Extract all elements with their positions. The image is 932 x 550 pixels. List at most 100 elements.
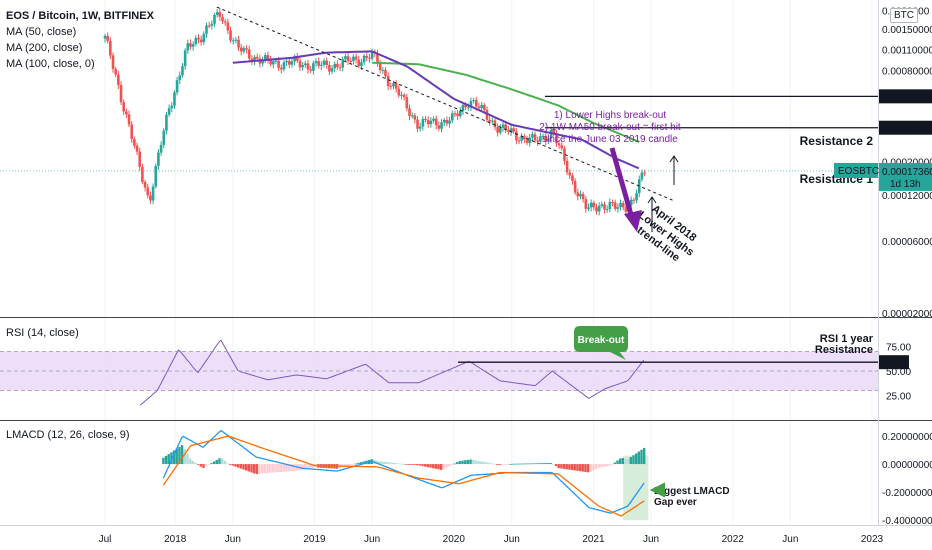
candle-body: [234, 39, 238, 41]
currency-button[interactable]: BTC: [890, 8, 918, 23]
macd-hist-bar: [207, 464, 210, 465]
green-arrow: [649, 482, 665, 498]
indicator-ma100[interactable]: MA (100, close, 0): [6, 58, 95, 70]
candle-body: [629, 199, 633, 206]
candle-body: [149, 195, 152, 201]
macd-hist-bar: [634, 453, 638, 465]
candle-body: [365, 55, 369, 58]
candle-body: [565, 160, 569, 173]
candle-body: [568, 172, 572, 176]
macd-hist-bar: [549, 462, 552, 465]
macd-hist-bar: [186, 453, 189, 465]
macd-hist-bar: [210, 463, 213, 465]
rsi-pane-label[interactable]: RSI (14, close): [6, 327, 79, 339]
candle-body: [520, 136, 523, 141]
macd-hist-bar: [287, 464, 291, 472]
macd-hist-bar: [570, 464, 574, 471]
breakout-badge: [574, 326, 628, 352]
macd-hist-bar: [536, 463, 539, 465]
candle-body: [597, 205, 601, 212]
macd-hist-bar: [410, 464, 413, 465]
macd-hist-bar: [560, 464, 563, 469]
macd-hist-bar: [354, 463, 357, 465]
time-tick-label: Jun: [643, 534, 659, 545]
candle-body: [370, 51, 374, 59]
lmacd-pane-label[interactable]: LMACD (12, 26, close, 9): [6, 429, 130, 441]
candle-body: [611, 202, 614, 204]
rsi-band: [0, 351, 878, 391]
candle-body: [528, 137, 532, 143]
candle-body: [130, 124, 134, 139]
macd-hist-bar: [530, 463, 534, 465]
macd-hist-bar: [170, 452, 173, 465]
macd-hist-bar: [520, 463, 523, 465]
macd-hist-bar: [351, 464, 355, 465]
macd-hist-bar: [578, 464, 582, 472]
candle-body: [127, 114, 131, 125]
candle-body: [304, 63, 307, 66]
candle-body: [450, 113, 454, 121]
candle-body: [394, 83, 398, 89]
macd-hist-bar: [632, 455, 635, 465]
candle-body: [429, 120, 433, 125]
macd-gap-label: Biggest LMACD: [654, 486, 730, 497]
macd-hist-bar: [418, 464, 422, 466]
candle-body: [539, 136, 542, 142]
lmacd-tick-label: -0.40000000: [882, 516, 932, 527]
candle-body: [544, 135, 548, 142]
macd-hist-bar: [279, 464, 283, 472]
price-tick-label: 0.00080000: [882, 67, 932, 78]
macd-hist-bar: [613, 462, 617, 465]
macd-hist-bar: [162, 457, 165, 465]
candle-body: [384, 69, 387, 77]
macd-hist-bar: [194, 462, 197, 465]
candle-body: [405, 97, 409, 109]
rsi-resistance-label: Resistance: [815, 344, 873, 356]
time-tick-label: 2020: [443, 534, 466, 545]
candle-body: [504, 124, 507, 130]
candle-body: [135, 145, 139, 152]
candle-body: [493, 120, 497, 128]
candle-body: [301, 65, 304, 68]
macd-hist-bar: [402, 463, 405, 465]
time-tick-label: 2018: [164, 534, 187, 545]
indicator-ma50[interactable]: MA (50, close): [6, 26, 77, 38]
candle-body: [157, 152, 160, 166]
candle-body: [277, 60, 280, 68]
macd-hist-bar: [255, 464, 259, 475]
macd-hist-bar: [498, 464, 502, 465]
rsi-resistance-label: RSI 1 year: [820, 333, 874, 345]
candle-body: [592, 202, 596, 208]
candle-body: [560, 145, 564, 149]
candle-body: [456, 113, 459, 117]
candle-body: [242, 48, 246, 52]
candle-body: [346, 56, 350, 61]
candle-body: [442, 119, 446, 123]
candle-body: [282, 62, 286, 70]
candle-body: [640, 172, 644, 180]
candle-body: [109, 40, 112, 56]
indicator-ma200[interactable]: MA (200, close): [6, 42, 83, 54]
macd-hist-bar: [202, 464, 205, 469]
candle-body: [389, 86, 393, 88]
grid: [0, 0, 932, 526]
last-price-label: 0.00017360: [882, 167, 932, 178]
lmacd-tick-label: 0.20000000: [882, 432, 932, 443]
candle-body: [600, 204, 604, 206]
price-axis: 0.00200000.001500000.001100000.000800000…: [834, 6, 932, 527]
candle-body: [603, 204, 606, 210]
candle-body: [330, 68, 334, 72]
macd-hist-bar: [386, 462, 389, 465]
macd-hist-bar: [485, 462, 488, 465]
macd-hist-bar: [258, 464, 261, 474]
candle-body: [103, 35, 107, 39]
signal-line: [162, 435, 645, 517]
macd-hist-bar: [626, 458, 630, 465]
candle-body: [466, 107, 470, 109]
candle-body: [437, 125, 441, 129]
candle-body: [314, 61, 318, 64]
macd-hist-bar: [517, 463, 520, 465]
candle-body: [488, 119, 491, 122]
symbol-tag-label: EOSBTC: [838, 166, 879, 177]
